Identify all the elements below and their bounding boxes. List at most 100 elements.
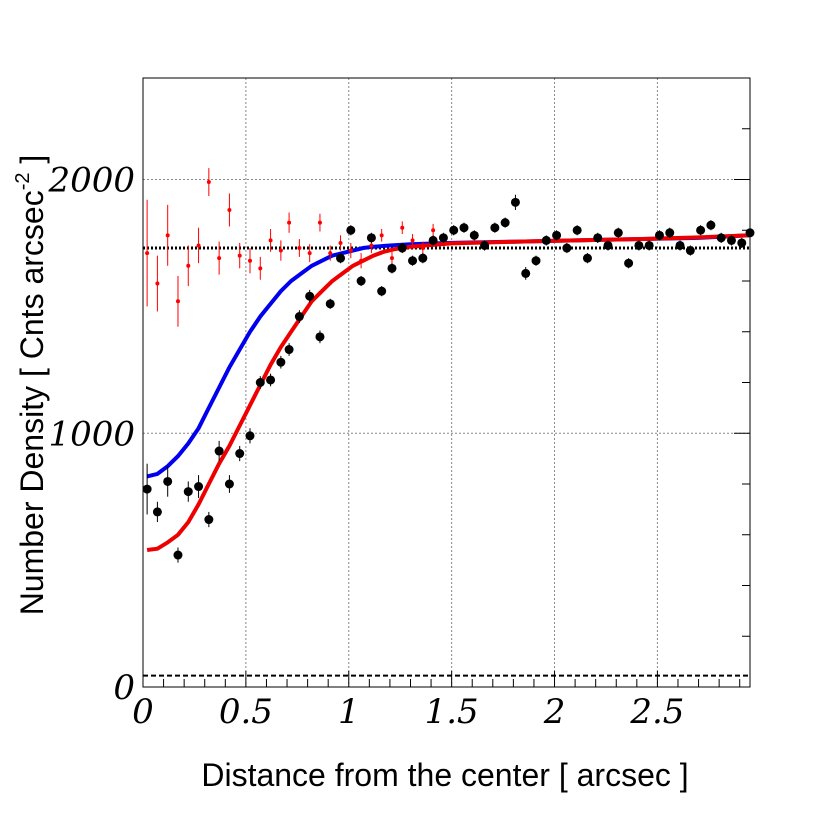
black-data-point [152, 507, 162, 517]
red-data-point [175, 299, 180, 304]
black-data-point [654, 230, 664, 240]
red-data-point [268, 238, 273, 243]
black-data-point [366, 233, 376, 243]
red-data-point [165, 233, 170, 238]
black-data-point [294, 312, 304, 322]
black-data-point [675, 240, 685, 250]
black-data-point [204, 515, 214, 525]
black-data-point [214, 446, 224, 456]
black-data-point [634, 240, 644, 250]
x-tick-label: 2.5 [629, 692, 684, 732]
y-axis-title-main: Number Density [ Cnts arcsec [14, 190, 50, 615]
black-data-point [183, 487, 193, 497]
red-data-point [317, 220, 322, 225]
black-data-point [572, 225, 582, 235]
black-data-point [500, 218, 510, 228]
red-data-point [237, 253, 242, 258]
black-data-point [235, 449, 245, 459]
black-data-point [603, 240, 613, 250]
black-data-point [255, 378, 265, 387]
red-data-point [389, 256, 394, 261]
black-data-point [490, 223, 500, 233]
x-tick-label: 0 [132, 692, 154, 732]
model-lines [143, 233, 751, 677]
y-axis-title-superscript: -2 [12, 172, 34, 190]
black-data-point [726, 235, 736, 245]
black-data-point [438, 233, 448, 243]
black-data-point [315, 332, 325, 342]
black-data-point [531, 256, 541, 266]
red-data-point [196, 243, 201, 248]
grid-lines [143, 78, 750, 687]
black-data-point [480, 240, 490, 250]
black-data-point [325, 299, 335, 309]
black-data-point [459, 223, 469, 233]
red-data-points [145, 168, 436, 327]
black-data-point [716, 233, 726, 243]
black-data-point [356, 276, 366, 286]
x-tick-label: 1 [338, 692, 360, 732]
black-data-point [737, 238, 747, 248]
red-data-point [247, 258, 252, 263]
red-data-point [431, 228, 436, 233]
red-data-point [307, 251, 312, 256]
black-data-point [624, 258, 634, 268]
red-data-point [278, 248, 283, 253]
red-data-point [258, 266, 263, 271]
red-data-point [287, 220, 292, 225]
axis-ticks [142, 77, 750, 688]
black-data-point [510, 197, 520, 207]
red-data-point [410, 238, 415, 243]
red-model-curve [146, 233, 751, 552]
black-data-point [428, 235, 438, 245]
black-data-point [245, 431, 255, 441]
black-data-point [582, 253, 592, 263]
black-data-point [685, 246, 695, 256]
x-tick-label: 0.5 [219, 692, 273, 732]
black-data-point [142, 484, 152, 494]
black-data-point [469, 230, 479, 240]
y-tick-label: 2000 [47, 161, 135, 201]
blue-model-curve [146, 233, 751, 479]
black-data-point [593, 233, 603, 243]
red-data-point [328, 251, 333, 256]
y-axis-title: Number Density [ Cnts arcsec-2 ] [12, 155, 50, 616]
red-data-point [379, 233, 384, 238]
black-data-point [346, 225, 356, 235]
black-data-point [266, 375, 276, 385]
red-data-point [217, 256, 222, 261]
black-data-point [644, 240, 654, 250]
red-data-point [145, 251, 150, 256]
plot-frame [142, 77, 751, 688]
black-data-point [449, 225, 459, 235]
black-data-point [305, 291, 315, 301]
red-data-point [369, 243, 374, 248]
red-data-point [155, 281, 160, 286]
black-data-point [541, 235, 551, 245]
red-data-point [420, 246, 425, 251]
black-data-point [613, 228, 623, 238]
black-data-point [408, 256, 418, 266]
black-data-point [665, 228, 675, 238]
black-data-point [194, 482, 204, 492]
red-data-point [338, 240, 343, 245]
black-data-points [142, 194, 755, 563]
black-data-point [336, 253, 346, 263]
black-data-point [163, 476, 173, 486]
black-data-point [696, 225, 706, 235]
red-data-point [359, 258, 364, 263]
y-axis-title-end: ] [14, 155, 50, 173]
black-data-point [521, 268, 531, 278]
x-axis-title: Distance from the center [ arcsec ] [201, 757, 688, 793]
red-data-point [400, 225, 405, 230]
black-data-point [418, 253, 428, 263]
x-tick-labels: 0 0.5 1 1.5 2 2.5 [132, 692, 684, 732]
black-data-point [706, 220, 716, 230]
y-tick-label: 1000 [48, 414, 135, 454]
black-data-point [377, 286, 387, 296]
red-data-point [186, 263, 191, 268]
red-data-point [348, 248, 353, 253]
black-data-point [276, 357, 286, 367]
black-data-point [224, 479, 234, 489]
